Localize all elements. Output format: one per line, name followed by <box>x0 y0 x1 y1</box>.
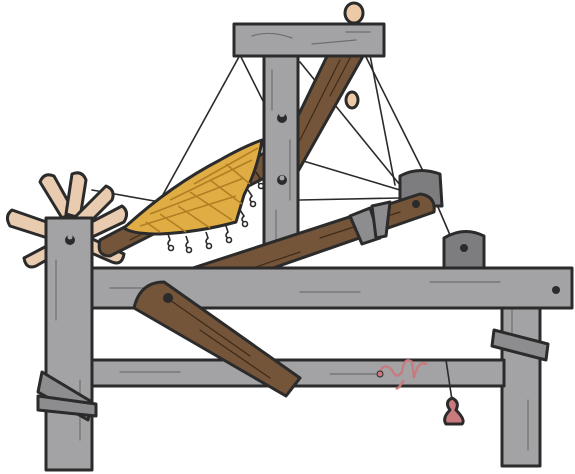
top-crossbeam <box>232 1 386 58</box>
top-knob <box>343 1 365 25</box>
pink-charm[interactable] <box>376 359 465 426</box>
wheel-spoke <box>38 173 76 220</box>
center-mast <box>262 52 300 254</box>
post-strap <box>36 394 98 418</box>
front-brace <box>132 280 302 398</box>
sling-net[interactable] <box>122 138 265 254</box>
brace-bolt <box>163 293 173 303</box>
post-strap <box>490 328 550 362</box>
beam-strap <box>370 200 392 240</box>
counterweight-pulley[interactable] <box>398 169 486 270</box>
beam-bolt <box>412 200 420 208</box>
sling-hooks <box>167 171 265 254</box>
throwing-arm-front[interactable] <box>296 58 362 150</box>
post-bolt <box>65 235 75 245</box>
arm-knob <box>344 90 360 110</box>
charm-tassel <box>443 396 465 426</box>
rail-bolt <box>552 286 560 294</box>
wheel-spoke <box>64 171 88 220</box>
net-weave <box>139 147 259 233</box>
